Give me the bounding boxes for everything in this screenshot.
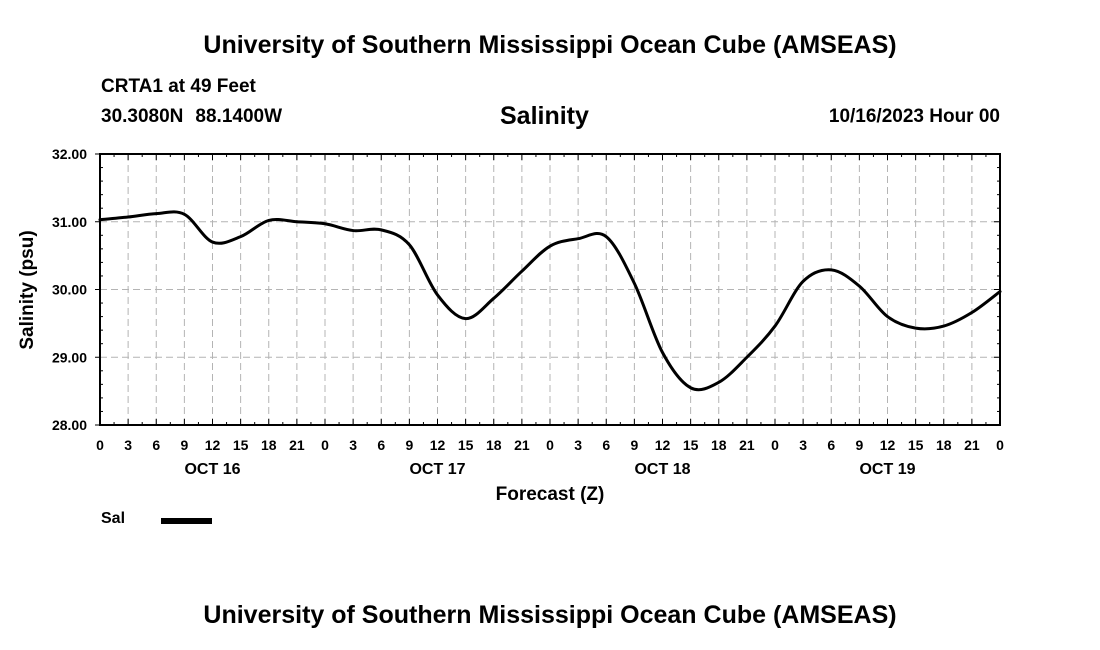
x-tick-label: 6 xyxy=(377,437,385,453)
chart-series xyxy=(98,210,1002,392)
x-tick-label: 0 xyxy=(321,437,329,453)
data-point xyxy=(633,282,636,285)
data-point xyxy=(745,356,749,359)
data-point xyxy=(464,317,467,320)
data-point xyxy=(239,235,242,238)
x-tick-label: 0 xyxy=(771,437,779,453)
data-point xyxy=(605,235,608,238)
x-tick-label: 12 xyxy=(205,437,221,453)
data-point xyxy=(717,381,720,384)
x-axis-title: Forecast (Z) xyxy=(496,484,605,505)
x-tick-label: 6 xyxy=(152,437,160,453)
x-tick-label: 9 xyxy=(405,437,413,453)
x-tick-label: 18 xyxy=(486,437,502,453)
data-point xyxy=(914,326,917,330)
day-label: OCT 17 xyxy=(409,461,465,478)
x-tick-label: 12 xyxy=(655,437,671,453)
data-point xyxy=(295,220,299,223)
data-point xyxy=(689,386,692,389)
x-tick-label: 0 xyxy=(96,437,104,453)
station-name: CRTA1 at 49 Feet xyxy=(101,76,256,97)
x-tick-label: 21 xyxy=(964,437,980,453)
station-longitude: 88.1400W xyxy=(195,106,283,127)
x-tick-label: 3 xyxy=(349,437,357,453)
data-point xyxy=(183,213,186,216)
data-point xyxy=(548,244,552,248)
y-axis-title: Salinity (psu) xyxy=(17,230,38,349)
y-tick-label: 30.00 xyxy=(52,282,87,298)
data-point xyxy=(380,228,383,232)
y-tick-label: 32.00 xyxy=(52,146,87,162)
data-point xyxy=(520,270,524,273)
legend-label: Sal xyxy=(101,510,126,527)
x-tick-label: 0 xyxy=(546,437,554,453)
station-coordinates: 30.3080N 88.1400W xyxy=(101,106,282,128)
x-tick-label: 21 xyxy=(739,437,755,453)
data-point xyxy=(773,324,777,328)
x-tick-label: 9 xyxy=(855,437,863,453)
forecast-issue-time: 10/16/2023 Hour 00 xyxy=(828,106,1000,127)
data-point xyxy=(998,290,1002,293)
day-label: OCT 19 xyxy=(859,461,915,478)
x-tick-label: 18 xyxy=(261,437,277,453)
day-label: OCT 16 xyxy=(184,461,240,478)
y-tick-labels: 28.00 29.00 30.00 31.00 32.00 xyxy=(52,146,87,433)
x-tick-label: 18 xyxy=(711,437,727,453)
data-point xyxy=(211,240,214,244)
x-tick-label: 3 xyxy=(124,437,132,453)
data-point xyxy=(886,315,889,318)
plot-frame xyxy=(99,153,1001,426)
station-latitude: 30.3080N xyxy=(101,106,184,127)
x-tick-label: 0 xyxy=(996,437,1004,453)
chart-main-title: University of Southern Mississippi Ocean… xyxy=(203,31,897,59)
y-tick-label: 29.00 xyxy=(52,349,87,365)
x-tick-label: 15 xyxy=(458,437,474,453)
data-point xyxy=(126,215,130,219)
data-point xyxy=(323,222,327,225)
variable-title: Salinity xyxy=(500,102,589,130)
data-point xyxy=(942,324,945,328)
x-tick-label: 6 xyxy=(827,437,835,453)
day-labels: OCT 16 OCT 17 OCT 18 OCT 19 xyxy=(184,461,915,478)
x-tick-label: 6 xyxy=(602,437,610,453)
x-tick-label: 9 xyxy=(630,437,638,453)
x-tick-labels: 0 3 6 9 12 15 18 21 0 3 6 9 12 15 18 21 0 3 6 9 12 15 18 21 0 3 6 9… xyxy=(96,437,1004,453)
data-point xyxy=(858,284,861,288)
x-tick-label: 15 xyxy=(233,437,249,453)
x-tick-label: 12 xyxy=(880,437,896,453)
x-tick-label: 3 xyxy=(574,437,582,453)
x-tick-label: 15 xyxy=(683,437,699,453)
data-point xyxy=(661,351,664,354)
data-point xyxy=(155,212,158,215)
data-point xyxy=(830,268,833,272)
data-point xyxy=(970,311,974,314)
legend-swatch xyxy=(161,518,212,524)
day-label: OCT 18 xyxy=(634,461,690,478)
y-tick-label: 31.00 xyxy=(52,214,87,230)
y-tick-label: 28.00 xyxy=(52,417,87,433)
footer-title: University of Southern Mississippi Ocean… xyxy=(203,601,897,629)
chart-grid xyxy=(100,154,1000,425)
data-point xyxy=(576,237,580,240)
x-tick-label: 12 xyxy=(430,437,446,453)
x-tick-label: 9 xyxy=(180,437,188,453)
data-point xyxy=(492,297,495,300)
x-tick-label: 3 xyxy=(799,437,807,453)
x-tick-label: 21 xyxy=(289,437,305,453)
data-point xyxy=(436,293,439,297)
x-tick-label: 21 xyxy=(514,437,530,453)
data-point xyxy=(351,229,355,232)
data-point xyxy=(408,243,411,246)
x-tick-label: 15 xyxy=(908,437,924,453)
data-point xyxy=(98,218,102,221)
data-point xyxy=(801,280,805,283)
data-point xyxy=(267,219,270,222)
x-tick-label: 18 xyxy=(936,437,952,453)
